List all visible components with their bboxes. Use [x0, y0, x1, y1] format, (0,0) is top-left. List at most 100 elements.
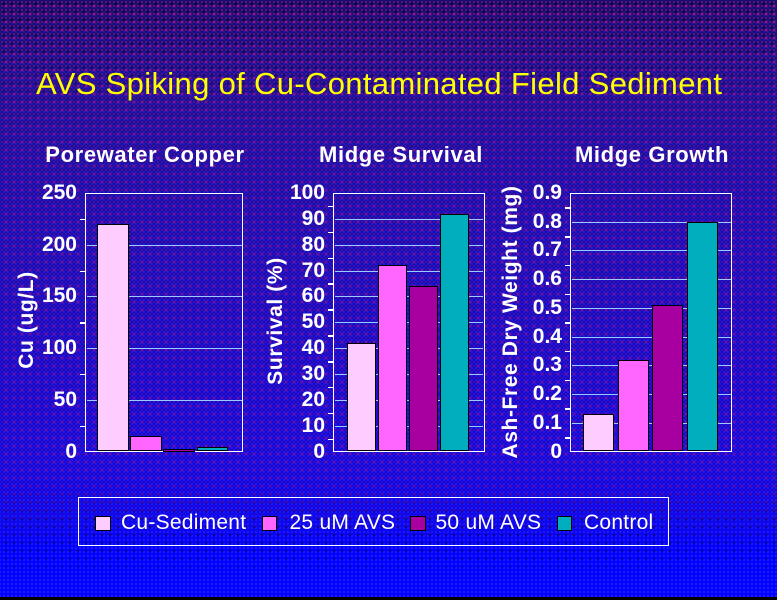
bar-control-midge-growth — [686, 221, 718, 452]
gridline — [86, 399, 242, 401]
legend — [78, 497, 669, 546]
minor-tick — [328, 412, 333, 415]
minor-tick — [565, 293, 570, 296]
slide-title: AVS Spiking of Cu-Contaminated Field Sed… — [36, 66, 723, 101]
minor-tick — [328, 257, 333, 260]
bar-50-um-avs-porewater-copper — [163, 449, 195, 452]
plot-area-midge-survival — [333, 193, 485, 452]
minor-tick — [565, 379, 570, 382]
minor-tick — [80, 322, 85, 324]
y-tick-label-40: 40 — [301, 336, 325, 360]
gridline — [571, 221, 731, 223]
bar-25-um-avs-midge-growth — [617, 359, 649, 452]
minor-tick — [565, 437, 570, 439]
gridline — [571, 336, 731, 338]
legend-swatch-25-um-avs — [261, 515, 277, 532]
legend-swatch-control — [556, 515, 573, 532]
y-tick-label-0: 0 — [550, 439, 562, 463]
minor-tick — [328, 386, 333, 389]
minor-tick — [565, 236, 570, 238]
bar-control-porewater-copper — [196, 447, 229, 452]
minor-tick — [565, 408, 570, 410]
y-tick-label-0.5: 0.5 — [532, 295, 562, 319]
minor-tick — [328, 283, 333, 285]
bar-25-um-avs-midge-survival — [378, 265, 408, 452]
minor-tick — [328, 231, 333, 234]
y-tick-label-50: 50 — [301, 310, 325, 334]
y-tick-label-200: 200 — [41, 232, 77, 256]
y-tick-label-60: 60 — [301, 284, 325, 308]
legend-label-25-um-avs: 25 uM AVS — [289, 510, 396, 534]
gridline — [334, 322, 483, 324]
legend-label-control: Control — [584, 510, 654, 534]
gridline — [334, 373, 483, 375]
minor-tick — [328, 361, 333, 363]
bar-25-um-avs-porewater-copper — [130, 435, 162, 452]
gridline — [86, 296, 242, 298]
gridline — [334, 218, 483, 220]
y-tick-label-70: 70 — [301, 258, 325, 282]
gridline — [86, 348, 242, 350]
gridline — [86, 244, 242, 246]
gridline — [571, 422, 731, 424]
legend-swatch-cu-sediment — [95, 515, 111, 532]
plot-area-midge-growth — [570, 193, 732, 452]
minor-tick — [328, 309, 333, 311]
minor-tick — [80, 218, 85, 221]
y-tick-label-0.3: 0.3 — [532, 353, 562, 377]
minor-tick — [328, 205, 333, 208]
legend-label-50-um-avs: 50 uM AVS — [435, 510, 542, 534]
y-tick-label-0.1: 0.1 — [532, 410, 562, 434]
bar-50-um-avs-midge-growth — [652, 305, 684, 452]
chart-title-midge-growth: Midge Growth — [574, 142, 730, 167]
y-tick-label-0: 0 — [65, 439, 77, 463]
gridline — [334, 399, 483, 401]
y-tick-label-0.6: 0.6 — [532, 267, 562, 291]
y-tick-label-0: 0 — [313, 439, 325, 463]
gridline — [334, 425, 483, 427]
chart-title-porewater-copper: Porewater Copper — [45, 142, 245, 167]
gridline — [571, 307, 731, 309]
y-tick-label-150: 150 — [41, 284, 77, 308]
gridline — [334, 296, 483, 298]
minor-tick — [565, 322, 570, 324]
gridline — [334, 270, 483, 272]
y-tick-label-10: 10 — [301, 413, 325, 437]
y-tick-label-0.4: 0.4 — [532, 324, 562, 348]
bar-cu-sediment-midge-growth — [583, 414, 615, 452]
y-tick-label-250: 250 — [41, 181, 77, 204]
bar-cu-sediment-midge-survival — [347, 342, 377, 452]
y-tick-label-100: 100 — [41, 336, 77, 360]
minor-tick — [328, 438, 333, 441]
minor-tick — [80, 425, 85, 428]
minor-tick — [565, 350, 570, 353]
y-tick-label-30: 30 — [301, 361, 325, 385]
y-tick-label-80: 80 — [301, 232, 325, 256]
gridline — [571, 365, 731, 367]
minor-tick — [565, 264, 570, 267]
bar-control-midge-survival — [439, 213, 469, 452]
bar-50-um-avs-midge-survival — [408, 286, 439, 452]
chart-title-midge-survival: Midge Survival — [319, 142, 483, 167]
y-tick-label-0.7: 0.7 — [532, 238, 562, 262]
minor-tick — [80, 373, 85, 376]
y-tick-label-0.8: 0.8 — [532, 209, 562, 233]
y-tick-label-0.9: 0.9 — [532, 181, 562, 204]
minor-tick — [80, 270, 85, 273]
minor-tick — [565, 207, 570, 209]
bottom-black-strip — [0, 597, 777, 600]
y-tick-label-0.2: 0.2 — [532, 382, 562, 406]
legend-swatch-50-um-avs — [410, 515, 426, 532]
bar-cu-sediment-porewater-copper — [97, 224, 129, 452]
y-tick-label-100: 100 — [289, 181, 325, 204]
gridline — [334, 244, 483, 246]
gridline — [334, 348, 483, 350]
gridline — [571, 394, 731, 396]
y-tick-label-20: 20 — [301, 387, 325, 411]
y-tick-label-90: 90 — [301, 206, 325, 230]
gridline — [571, 279, 731, 281]
legend-label-cu-sediment: Cu-Sediment — [121, 510, 247, 534]
gridline — [571, 250, 731, 252]
minor-tick — [328, 335, 333, 337]
